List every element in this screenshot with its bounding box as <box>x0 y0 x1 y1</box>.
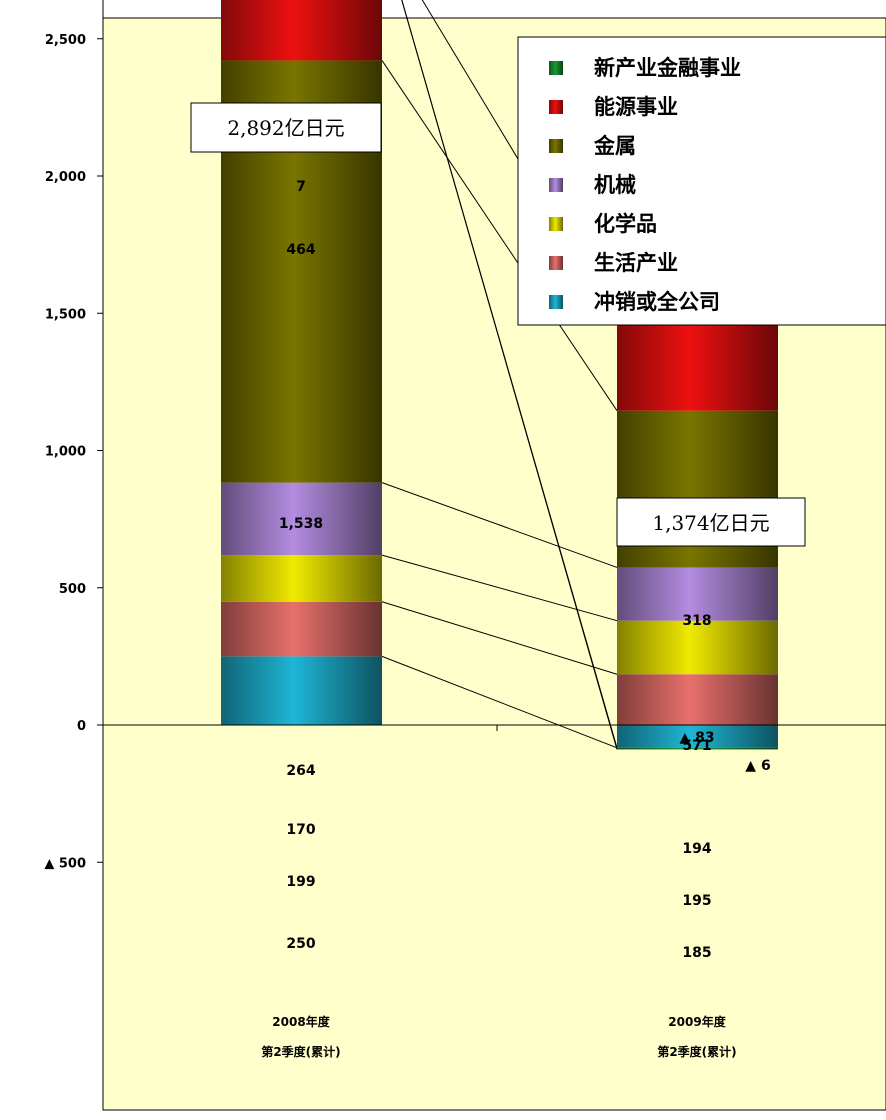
connector-line <box>381 655 618 749</box>
bar-segment <box>221 601 382 657</box>
total-text-2009: 1,374亿日元 <box>652 511 769 535</box>
data-label: 185 <box>682 945 711 961</box>
data-label: 318 <box>682 613 711 629</box>
data-label: 194 <box>682 841 711 857</box>
y-tick-label: 2,500 <box>45 33 86 48</box>
bar-segment <box>617 620 778 675</box>
data-label: 464 <box>286 242 315 258</box>
bar-segment <box>617 323 778 411</box>
total-text-2008: 2,892亿日元 <box>227 116 344 140</box>
legend-label: 机械 <box>594 173 636 197</box>
category-label-year: 2009年度 <box>668 1014 726 1029</box>
legend-label: 能源事业 <box>594 95 678 119</box>
total-label-2009: 1,374亿日元 <box>616 497 806 547</box>
bar-segment <box>617 674 778 725</box>
data-label: 7 <box>296 179 306 195</box>
data-label: 195 <box>682 893 711 909</box>
legend-label: 化学品 <box>594 212 657 236</box>
bar-segment <box>617 747 778 750</box>
legend-swatch <box>549 217 563 231</box>
category-label-period: 第2季度(累计) <box>657 1044 736 1059</box>
legend-label: 生活产业 <box>594 251 678 275</box>
y-tick-label: ▲ 500 <box>44 856 86 871</box>
legend-label: 金属 <box>593 134 636 158</box>
data-label: 1,538 <box>279 516 323 532</box>
bar-segment <box>221 0 382 61</box>
legend-swatch <box>549 178 563 192</box>
legend-swatch <box>549 61 563 75</box>
data-label: ▲ 83 <box>679 730 714 746</box>
data-label: 264 <box>286 763 315 779</box>
data-label: 250 <box>286 936 315 952</box>
bar-segment <box>221 555 382 602</box>
connector-line <box>381 482 618 568</box>
legend-swatch <box>549 139 563 153</box>
data-label: ▲ 6 <box>745 758 770 774</box>
legend-label: 冲销或全公司 <box>594 290 720 314</box>
y-tick-label: 500 <box>59 582 86 597</box>
category-label-year: 2008年度 <box>272 1014 330 1029</box>
connector-line <box>381 601 618 675</box>
legend-swatch <box>549 100 563 114</box>
legend-swatch <box>549 295 563 309</box>
y-tick-label: 1,500 <box>45 307 86 322</box>
connector-line <box>381 60 618 411</box>
legend-label: 新产业金融事业 <box>594 56 741 80</box>
y-tick-label: 0 <box>77 719 86 734</box>
data-label: 199 <box>286 874 315 890</box>
connector-line <box>381 554 618 622</box>
bar-segment <box>617 725 778 748</box>
category-label-period: 第2季度(累计) <box>261 1044 340 1059</box>
y-tick-label: 1,000 <box>45 445 86 460</box>
bar-segment <box>221 482 382 556</box>
connector-line <box>401 0 618 748</box>
data-label: 170 <box>286 822 315 838</box>
legend-swatch <box>549 256 563 270</box>
bar-segment <box>221 656 382 725</box>
data-label: 571 <box>682 738 711 754</box>
segment-labels: 250 ▲ 83 199 185 170 195 264 194 1,538 571 464 318 7… <box>279 179 771 961</box>
bar-segment <box>617 567 778 621</box>
y-tick-label: 2,000 <box>45 170 86 185</box>
total-label-2008: 2,892亿日元 <box>190 102 382 153</box>
